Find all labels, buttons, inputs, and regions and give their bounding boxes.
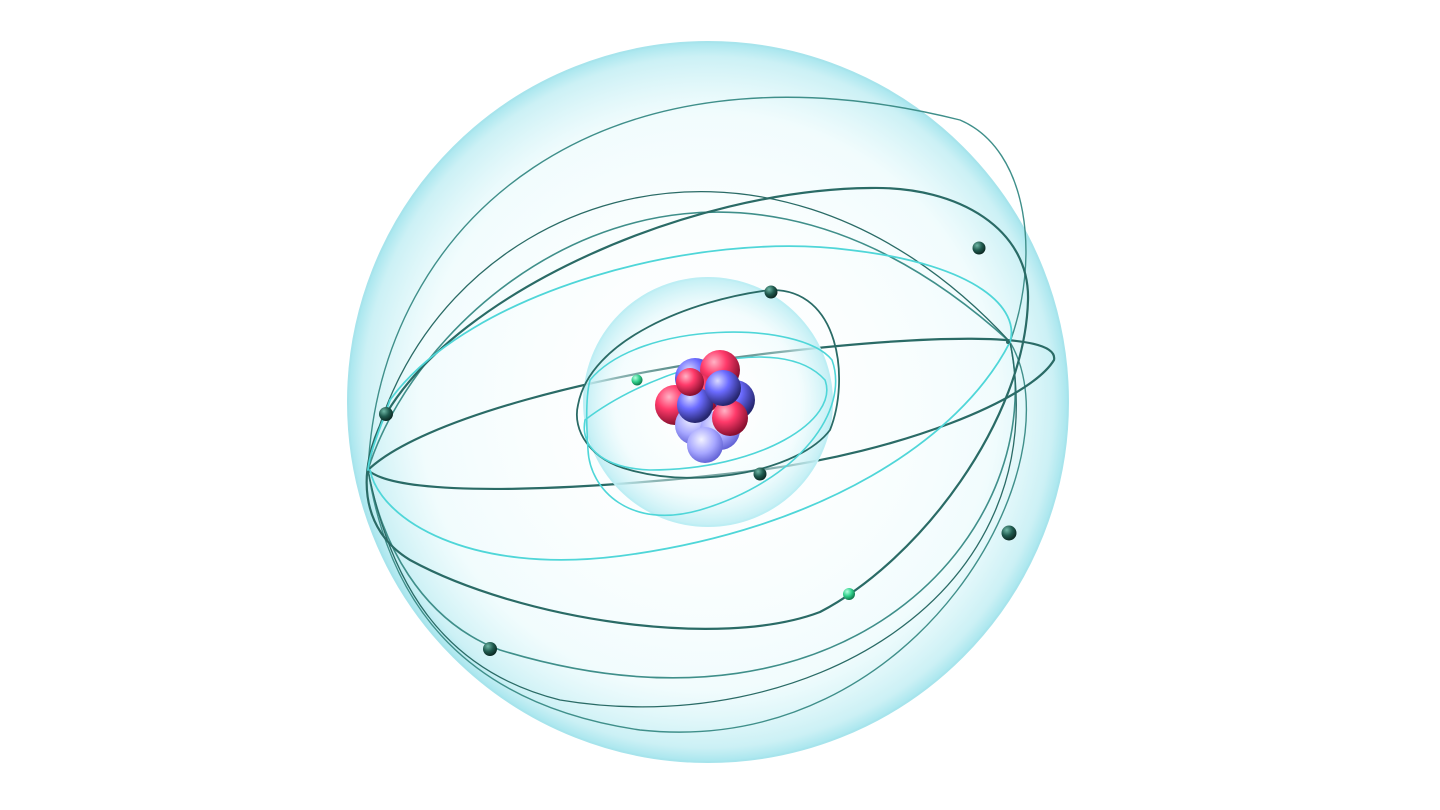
outer-orbit-4 bbox=[367, 341, 1027, 733]
nucleus bbox=[655, 350, 755, 463]
electron bbox=[972, 241, 986, 255]
inner-shell-electrons bbox=[631, 285, 778, 481]
nucleus-particle bbox=[687, 427, 723, 463]
electron bbox=[379, 407, 393, 421]
nucleus-particle bbox=[705, 370, 741, 406]
outer-orbit-6 bbox=[367, 341, 1017, 708]
electron bbox=[631, 374, 643, 386]
outer-orbit-light-1 bbox=[389, 245, 1013, 401]
electron bbox=[764, 285, 778, 299]
inner-orbit-dark bbox=[576, 289, 840, 479]
electron bbox=[753, 467, 767, 481]
electron bbox=[1006, 340, 1010, 344]
outer-shell-electrons bbox=[379, 241, 1017, 656]
outer-orbits bbox=[365, 96, 1056, 733]
nucleus-particle bbox=[677, 387, 713, 423]
outer-orbit-5 bbox=[367, 191, 1011, 471]
outer-orbit-3 bbox=[367, 96, 1027, 471]
outer-orbit-tilted-dark bbox=[365, 186, 1030, 630]
outer-orbit-1 bbox=[367, 211, 1011, 471]
nucleus-particle bbox=[712, 400, 748, 436]
outer-orbit-light-2 bbox=[369, 341, 1011, 561]
electron bbox=[483, 642, 497, 656]
nucleus-particle bbox=[676, 368, 704, 396]
electron bbox=[843, 588, 855, 600]
inner-orbit-light-1 bbox=[585, 331, 837, 516]
outer-orbit-2 bbox=[367, 341, 1016, 679]
electron bbox=[1001, 525, 1017, 541]
